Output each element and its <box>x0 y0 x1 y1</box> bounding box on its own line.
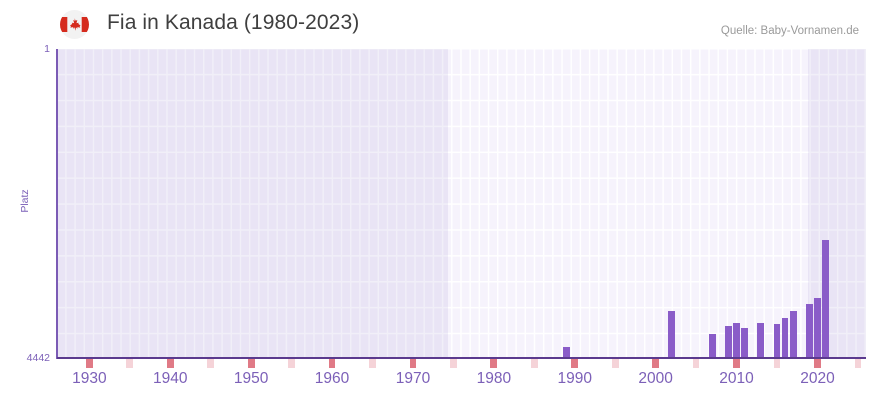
y-axis-tick-top: 1 <box>44 43 50 55</box>
x-tick-2015 <box>773 359 781 368</box>
x-tick-1990 <box>571 359 579 368</box>
x-tick-2005 <box>692 359 700 368</box>
grid-lines <box>57 49 866 358</box>
x-tick-1980 <box>490 359 498 368</box>
bar-2002[interactable] <box>668 311 676 358</box>
x-tick-2020 <box>814 359 821 368</box>
x-axis-line <box>57 357 866 359</box>
bar-2009[interactable] <box>725 326 732 358</box>
x-tick-1940 <box>166 359 174 368</box>
y-axis-line <box>56 49 58 359</box>
bar-2010[interactable] <box>733 323 740 358</box>
bar-2013[interactable] <box>757 323 765 358</box>
bar-2021[interactable] <box>822 240 829 358</box>
x-axis-ticks <box>57 359 866 368</box>
x-axis-label-1970: 1970 <box>395 370 431 387</box>
x-tick-1950 <box>247 359 255 368</box>
bar-2007[interactable] <box>708 334 716 358</box>
x-tick-1960 <box>328 359 336 368</box>
x-tick-2025 <box>854 359 862 368</box>
chart-header: Fia in Kanada (1980-2023) Quelle: Baby-V… <box>0 0 873 46</box>
x-tick-1995 <box>611 359 619 368</box>
bar-2015[interactable] <box>773 324 781 358</box>
x-tick-1975 <box>450 359 457 368</box>
shaded-region-left <box>57 49 448 358</box>
x-tick-1965 <box>369 359 376 368</box>
x-tick-2000 <box>652 359 660 368</box>
canada-flag-icon <box>60 10 89 39</box>
x-axis-label-2020: 2020 <box>800 370 835 387</box>
x-tick-1945 <box>207 359 215 368</box>
x-tick-1955 <box>288 359 295 368</box>
y-axis-tick-bottom: 4442 <box>26 352 50 364</box>
bar-2016[interactable] <box>781 318 789 358</box>
x-tick-2010 <box>733 359 740 368</box>
bar-2017[interactable] <box>789 311 797 358</box>
x-axis-labels: 1930 1940 1950 1960 1970 1980 1990 2000 2010 2020 <box>0 370 873 396</box>
x-axis-label-1950: 1950 <box>233 370 269 387</box>
x-axis-label-2000: 2000 <box>638 370 673 387</box>
x-axis-label-1990: 1990 <box>557 370 592 387</box>
bar-series <box>57 49 866 358</box>
bar-1989[interactable] <box>563 347 571 358</box>
y-axis-title: Platz <box>19 189 31 213</box>
x-tick-1970 <box>409 359 417 368</box>
x-axis-label-1980: 1980 <box>476 370 512 387</box>
page-title: Fia in Kanada (1980-2023) <box>107 11 360 34</box>
x-axis-label-1930: 1930 <box>72 370 107 387</box>
x-tick-1930 <box>85 359 93 368</box>
x-tick-1985 <box>530 359 538 368</box>
bar-2011[interactable] <box>741 328 749 358</box>
x-tick-1935 <box>126 359 134 368</box>
plot-area <box>57 49 866 358</box>
source-label: Quelle: Baby-Vornamen.de <box>720 25 859 37</box>
x-axis-label-2010: 2010 <box>719 370 754 387</box>
bar-2020[interactable] <box>814 298 821 358</box>
bar-2019[interactable] <box>805 304 813 358</box>
x-axis-label-1940: 1940 <box>153 370 188 387</box>
x-axis-label-1960: 1960 <box>314 370 350 387</box>
